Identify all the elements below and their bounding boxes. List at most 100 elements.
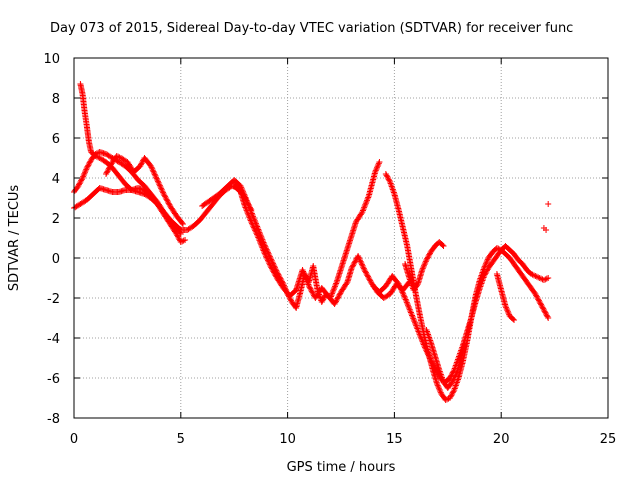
data-point — [180, 237, 187, 244]
data-point — [540, 307, 547, 313]
data-point — [420, 341, 427, 348]
data-point — [528, 271, 535, 277]
data-point — [542, 276, 549, 283]
data-point — [244, 208, 251, 215]
data-point — [333, 280, 340, 287]
data-point — [535, 297, 542, 304]
data-point — [402, 296, 409, 303]
data-point — [366, 276, 373, 283]
data-point — [543, 312, 550, 319]
data-point — [139, 159, 146, 165]
data-point — [260, 247, 267, 254]
data-point — [272, 272, 279, 279]
data-point — [242, 204, 249, 211]
data-point — [428, 358, 435, 365]
data-point — [241, 203, 248, 209]
data-point — [435, 383, 442, 390]
data-point — [450, 376, 457, 383]
data-point — [264, 257, 271, 264]
series-trace-c — [71, 185, 189, 245]
data-point — [384, 175, 391, 181]
data-point — [406, 306, 413, 313]
data-point — [423, 348, 430, 355]
data-point — [534, 295, 541, 301]
data-point — [449, 389, 456, 396]
data-point — [410, 316, 417, 323]
data-point — [250, 224, 257, 231]
data-point — [364, 197, 371, 204]
data-point — [263, 253, 270, 260]
data-point — [259, 246, 266, 253]
data-point — [533, 292, 540, 299]
data-point — [254, 231, 261, 238]
data-point — [533, 273, 540, 280]
data-point — [300, 268, 307, 275]
data-point — [332, 281, 339, 288]
data-point — [449, 391, 456, 397]
y-tick-label: 4 — [52, 172, 60, 187]
data-point — [173, 231, 180, 237]
data-point — [540, 277, 547, 283]
data-point — [318, 299, 325, 305]
series-trace-k — [493, 271, 518, 323]
data-point — [349, 263, 356, 270]
data-point — [419, 338, 426, 345]
data-point — [303, 277, 310, 284]
data-point — [238, 184, 245, 191]
data-point — [373, 166, 380, 173]
data-point — [247, 216, 254, 223]
data-point — [426, 354, 433, 361]
data-point — [359, 262, 366, 269]
data-point — [358, 210, 365, 217]
y-tick-label: -2 — [47, 292, 60, 307]
data-point — [303, 275, 310, 282]
data-point — [350, 262, 357, 269]
data-point — [365, 273, 372, 280]
data-point — [535, 296, 542, 303]
data-point — [442, 397, 449, 403]
data-point — [308, 287, 315, 293]
data-point — [256, 237, 263, 244]
data-point — [450, 388, 457, 395]
data-point — [335, 293, 342, 299]
data-point — [81, 170, 88, 177]
data-point — [421, 261, 428, 268]
data-point — [160, 191, 167, 197]
data-point — [536, 275, 543, 281]
data-point — [257, 238, 264, 245]
data-point — [137, 163, 144, 169]
data-point — [92, 153, 99, 159]
data-point — [414, 325, 421, 332]
data-point — [536, 299, 543, 305]
data-point — [137, 161, 144, 168]
plot-frame — [73, 57, 609, 419]
data-point — [363, 271, 370, 277]
data-point — [424, 350, 431, 356]
data-point — [245, 213, 252, 220]
data-point — [264, 256, 271, 262]
data-point — [269, 267, 276, 273]
data-point — [545, 275, 552, 281]
data-point — [372, 169, 379, 175]
data-point — [244, 210, 251, 217]
data-point — [397, 285, 404, 292]
data-point — [80, 172, 87, 179]
data-point — [545, 315, 552, 321]
data-point — [375, 160, 382, 167]
data-point — [304, 280, 311, 287]
data-point — [301, 271, 308, 278]
data-point — [449, 377, 456, 384]
data-point — [544, 313, 551, 320]
data-point — [179, 219, 186, 226]
data-point — [263, 254, 270, 261]
data-point — [398, 286, 405, 293]
data-point — [356, 255, 363, 262]
data-point — [78, 177, 85, 184]
data-point — [362, 201, 369, 208]
data-point — [160, 189, 167, 196]
data-point — [404, 300, 411, 307]
data-point — [504, 308, 511, 315]
data-point — [105, 165, 112, 172]
data-point — [332, 299, 339, 306]
